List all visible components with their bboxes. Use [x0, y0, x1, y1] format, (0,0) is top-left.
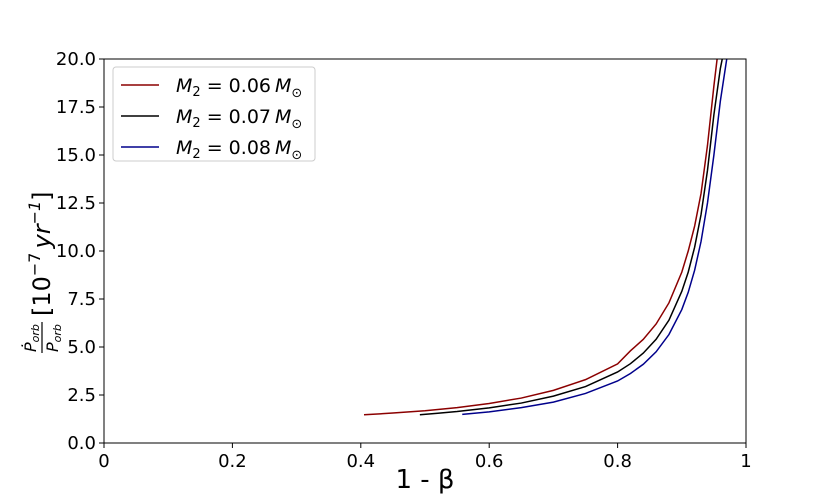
legend: M2 = 0.06 M⊙ M2 = 0.07 M⊙ M2 = 0.08 M⊙	[112, 66, 316, 163]
axis-ticks: 0 0.2 0.4 0.6 0.8 10.02.55.07.510.012.515.017…	[56, 49, 752, 472]
x-axis-title: 1 - β	[395, 465, 454, 495]
x-tick-label: 0	[98, 451, 109, 472]
y-tick-label: 5.0	[67, 337, 96, 358]
x-tick-label: 0.8	[603, 451, 632, 472]
legend-label: M2 = 0.08 M⊙	[176, 137, 302, 163]
y-axis-denominator: Porb	[43, 324, 64, 352]
x-tick-label: 0.2	[218, 451, 247, 472]
y-tick-label: 15.0	[56, 145, 96, 166]
y-tick-label: 7.5	[67, 289, 96, 310]
legend-item: M2 = 0.06 M⊙	[121, 75, 302, 101]
y-tick-label: 0.0	[67, 433, 96, 454]
y-tick-label: 10.0	[56, 241, 96, 262]
series-line	[363, 58, 718, 416]
legend-item: M2 = 0.08 M⊙	[121, 137, 302, 163]
y-tick-label: 2.5	[67, 385, 96, 406]
y-axis-title: Ṗorb Porb [10−7yr−1]	[21, 191, 64, 353]
y-tick-label: 17.5	[56, 97, 96, 118]
series-line	[419, 58, 723, 416]
plot-area	[363, 58, 728, 416]
y-tick-label: 20.0	[56, 49, 96, 70]
y-axis-numerator: Ṗorb	[21, 324, 42, 352]
legend-label: M2 = 0.06 M⊙	[176, 75, 302, 101]
y-axis-fraction: Ṗorb Porb	[21, 322, 64, 353]
legend-item: M2 = 0.07 M⊙	[121, 106, 302, 132]
x-tick-label: 1	[740, 451, 751, 472]
x-tick-label: 0.4	[346, 451, 375, 472]
y-tick-label: 12.5	[56, 193, 96, 214]
legend-box	[112, 66, 316, 162]
legend-label: M2 = 0.07 M⊙	[176, 106, 302, 132]
y-axis-unit: [10−7yr−1]	[25, 191, 56, 316]
x-tick-label: 0.6	[475, 451, 504, 472]
series-line	[462, 58, 728, 416]
